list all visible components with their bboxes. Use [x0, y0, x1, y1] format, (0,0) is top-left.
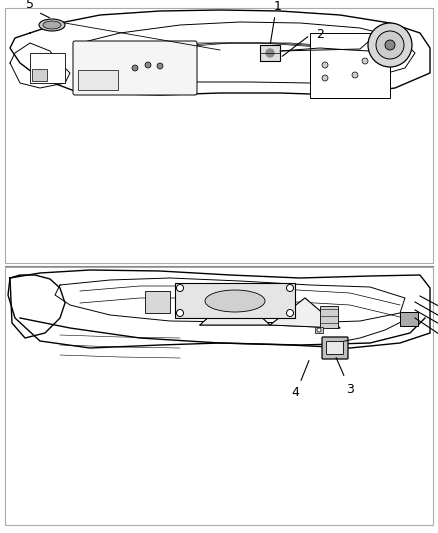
- FancyBboxPatch shape: [175, 283, 295, 318]
- Circle shape: [286, 285, 293, 292]
- FancyBboxPatch shape: [73, 41, 197, 95]
- FancyBboxPatch shape: [5, 8, 433, 263]
- FancyBboxPatch shape: [315, 327, 323, 333]
- FancyBboxPatch shape: [78, 70, 118, 90]
- Circle shape: [352, 72, 358, 78]
- FancyBboxPatch shape: [145, 291, 170, 313]
- Circle shape: [317, 328, 321, 332]
- FancyBboxPatch shape: [322, 337, 348, 359]
- Circle shape: [286, 310, 293, 317]
- Circle shape: [376, 31, 404, 59]
- Text: 4: 4: [291, 386, 299, 399]
- Ellipse shape: [39, 19, 65, 31]
- FancyBboxPatch shape: [5, 267, 433, 525]
- FancyBboxPatch shape: [310, 33, 390, 98]
- FancyBboxPatch shape: [260, 45, 280, 61]
- Circle shape: [362, 58, 368, 64]
- Ellipse shape: [43, 21, 61, 29]
- Text: 2: 2: [316, 28, 324, 41]
- Circle shape: [177, 285, 184, 292]
- Circle shape: [132, 65, 138, 71]
- FancyBboxPatch shape: [326, 342, 343, 354]
- Circle shape: [368, 23, 412, 67]
- Text: 3: 3: [346, 383, 354, 396]
- Circle shape: [322, 75, 328, 81]
- Circle shape: [177, 310, 184, 317]
- FancyBboxPatch shape: [400, 312, 418, 326]
- FancyBboxPatch shape: [30, 53, 65, 83]
- Ellipse shape: [205, 290, 265, 312]
- Circle shape: [266, 49, 274, 57]
- Circle shape: [145, 62, 151, 68]
- FancyBboxPatch shape: [32, 69, 47, 81]
- Circle shape: [322, 62, 328, 68]
- FancyBboxPatch shape: [320, 306, 338, 328]
- Polygon shape: [200, 293, 270, 325]
- Text: 5: 5: [26, 0, 34, 11]
- Circle shape: [385, 40, 395, 50]
- Circle shape: [157, 63, 163, 69]
- Text: 1: 1: [274, 0, 282, 13]
- Polygon shape: [270, 298, 340, 328]
